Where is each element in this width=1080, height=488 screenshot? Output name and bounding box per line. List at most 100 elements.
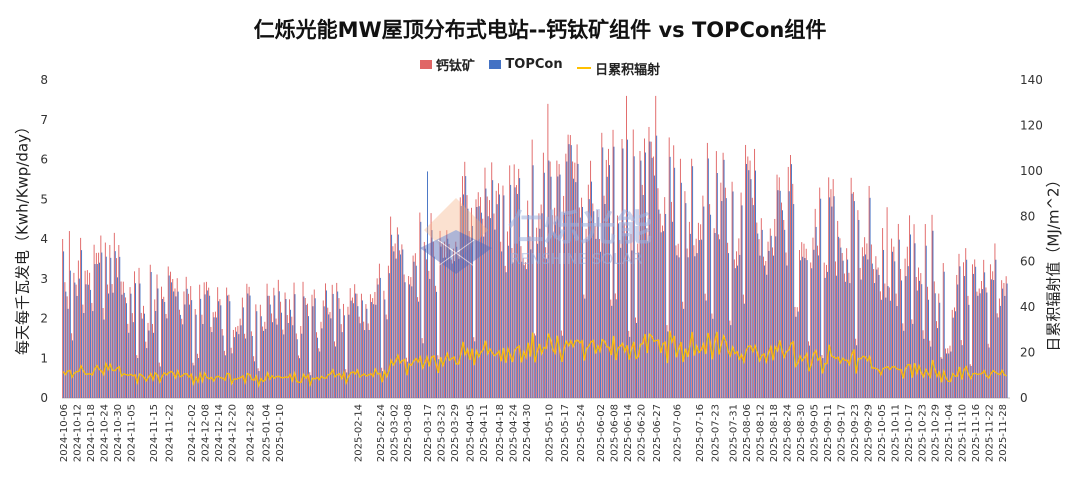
bar-topcon xyxy=(346,372,348,398)
bar-topcon xyxy=(752,205,754,398)
bar-perovskite xyxy=(136,355,138,398)
bar-perovskite xyxy=(554,207,556,398)
bar-topcon xyxy=(586,239,588,398)
bar-topcon xyxy=(959,266,961,398)
bar-topcon xyxy=(429,278,431,398)
x-tick-label: 2025-11-28 xyxy=(998,404,1009,462)
bar-topcon xyxy=(206,290,208,398)
x-tick-label: 2025-03-29 xyxy=(450,404,461,462)
bar-topcon xyxy=(537,243,539,398)
bar-perovskite xyxy=(423,241,425,398)
bar-topcon xyxy=(737,265,739,398)
bar-topcon xyxy=(849,283,851,398)
x-tick-label: 2025-11-10 xyxy=(958,404,969,462)
bar-topcon xyxy=(766,274,768,398)
bar-perovskite xyxy=(194,309,196,398)
bar-topcon xyxy=(804,258,806,398)
bar-perovskite xyxy=(187,293,189,398)
bar-perovskite xyxy=(264,321,266,398)
x-tick-label: 2025-04-11 xyxy=(479,404,490,462)
bar-perovskite xyxy=(1005,276,1007,398)
bar-perovskite xyxy=(969,364,971,398)
bar-perovskite xyxy=(617,215,618,398)
bar-topcon xyxy=(934,293,936,398)
bar-topcon xyxy=(388,273,390,398)
bar-perovskite xyxy=(846,248,848,398)
bar-topcon xyxy=(483,236,485,398)
bar-perovskite xyxy=(828,177,830,398)
bar-perovskite xyxy=(367,323,369,398)
bar-topcon xyxy=(662,231,664,398)
bar-topcon xyxy=(375,304,377,398)
bar-topcon xyxy=(532,165,534,398)
x-tick-label: 2025-06-14 xyxy=(623,404,634,462)
bar-topcon xyxy=(793,204,795,398)
bar-topcon xyxy=(541,213,543,398)
bar-perovskite xyxy=(307,303,308,398)
bar-topcon xyxy=(294,294,296,398)
bar-perovskite xyxy=(275,318,277,398)
bar-perovskite xyxy=(138,267,140,398)
x-tick-label: 2025-11-16 xyxy=(971,404,982,462)
bar-topcon xyxy=(139,283,141,398)
bar-topcon xyxy=(629,336,631,398)
x-tick-label: 2024-11-22 xyxy=(165,404,176,462)
bar-topcon xyxy=(593,211,595,398)
bar-perovskite xyxy=(98,252,100,398)
bar-topcon xyxy=(220,305,222,398)
bar-perovskite xyxy=(219,299,221,398)
bar-perovskite xyxy=(781,202,782,398)
bar-perovskite xyxy=(590,160,592,398)
bar-topcon xyxy=(393,251,395,398)
bar-topcon xyxy=(548,160,550,398)
y-tick-label-left: 0 xyxy=(40,391,48,405)
bar-perovskite xyxy=(286,315,288,398)
bar-topcon xyxy=(400,254,402,398)
bar-perovskite xyxy=(783,219,785,398)
bar-topcon xyxy=(332,293,334,398)
bar-topcon xyxy=(454,261,455,398)
bar-topcon xyxy=(103,319,105,398)
bar-topcon xyxy=(797,311,799,398)
x-tick-label: 2025-09-23 xyxy=(850,404,861,462)
bar-topcon xyxy=(204,294,206,398)
bar-topcon xyxy=(860,279,862,398)
bar-perovskite xyxy=(426,259,428,398)
bar-topcon xyxy=(137,358,139,398)
bar-perovskite xyxy=(547,103,549,398)
bar-perovskite xyxy=(841,253,843,398)
bar-perovskite xyxy=(152,323,153,398)
bar-perovskite xyxy=(462,176,463,398)
bar-perovskite xyxy=(637,243,639,398)
bar-perovskite xyxy=(183,291,185,398)
bar-topcon xyxy=(615,299,617,398)
bar-topcon xyxy=(458,258,460,398)
bar-perovskite xyxy=(212,312,214,398)
bar-perovskite xyxy=(628,330,630,398)
bar-topcon xyxy=(186,288,188,398)
bar-perovskite xyxy=(821,355,823,398)
y-tick-label-right: 60 xyxy=(1020,255,1035,269)
bar-topcon xyxy=(283,334,285,398)
bar-topcon xyxy=(534,335,536,398)
legend-label-perovskite: 钙钛矿 xyxy=(435,59,475,74)
bar-topcon xyxy=(173,291,175,398)
bar-perovskite xyxy=(933,281,935,398)
x-tick-label: 2025-03-08 xyxy=(403,404,414,462)
bar-topcon xyxy=(305,304,307,398)
bar-topcon xyxy=(885,297,887,398)
bar-topcon xyxy=(597,217,599,398)
bar-perovskite xyxy=(239,318,241,398)
bar-perovskite xyxy=(747,156,749,398)
bar-perovskite xyxy=(679,158,681,398)
bar-topcon xyxy=(710,214,712,398)
bar-topcon xyxy=(838,236,840,398)
bar-perovskite xyxy=(383,290,385,398)
bar-perovskite xyxy=(644,138,645,398)
bar-topcon xyxy=(786,265,788,398)
bar-topcon xyxy=(200,298,202,398)
bar-topcon xyxy=(157,288,159,398)
bar-topcon xyxy=(366,308,368,398)
bar-perovskite xyxy=(558,164,560,398)
bar-perovskite xyxy=(374,291,376,398)
